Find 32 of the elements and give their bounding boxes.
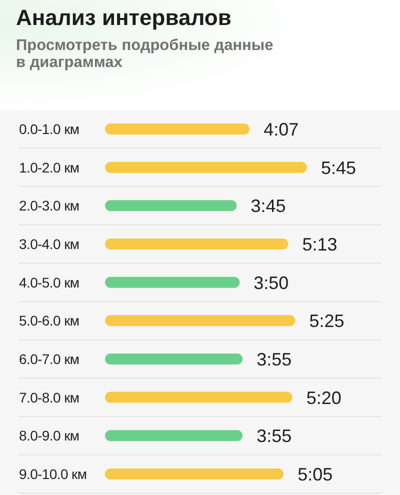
data-label: 5:05 xyxy=(298,464,333,484)
y-tick-label: 9.0-10.0 км xyxy=(19,466,87,482)
y-tick-label: 5.0-6.0 км xyxy=(19,312,80,329)
bar xyxy=(105,468,284,480)
data-label: 3:55 xyxy=(256,349,292,370)
bar xyxy=(105,353,243,364)
bar xyxy=(105,200,237,212)
y-tick-label: 0.0-1.0 км xyxy=(19,121,80,137)
data-label: 3:55 xyxy=(256,426,292,446)
bar xyxy=(105,124,250,134)
data-label: 5:25 xyxy=(309,311,344,332)
y-tick-label: 3.0-4.0 км xyxy=(19,236,80,252)
bar xyxy=(105,430,243,442)
data-label: 3:50 xyxy=(254,272,289,293)
y-tick-label: 6.0-7.0 км xyxy=(19,350,80,367)
data-label: 5:20 xyxy=(306,388,342,408)
bar xyxy=(105,162,307,173)
y-tick-label: 4.0-5.0 км xyxy=(19,274,80,290)
bar xyxy=(105,315,296,326)
y-tick-label: 2.0-3.0 км xyxy=(19,198,80,214)
y-tick-label: 8.0-9.0 км xyxy=(19,428,80,444)
data-label: 3:45 xyxy=(250,196,286,216)
y-tick-label: 7.0-8.0 км xyxy=(19,389,80,406)
y-tick-label: 1.0-2.0 км xyxy=(19,159,80,176)
chart-title: Анализ интервалов xyxy=(16,5,232,30)
bar xyxy=(105,276,240,288)
bar xyxy=(105,238,288,250)
bar xyxy=(105,392,292,403)
chart-subtitle: Просмотреть подробные данные в диаграммах xyxy=(16,37,274,71)
data-label: 5:45 xyxy=(321,158,356,178)
data-label: 4:07 xyxy=(264,120,299,140)
data-label: 5:13 xyxy=(302,234,338,254)
